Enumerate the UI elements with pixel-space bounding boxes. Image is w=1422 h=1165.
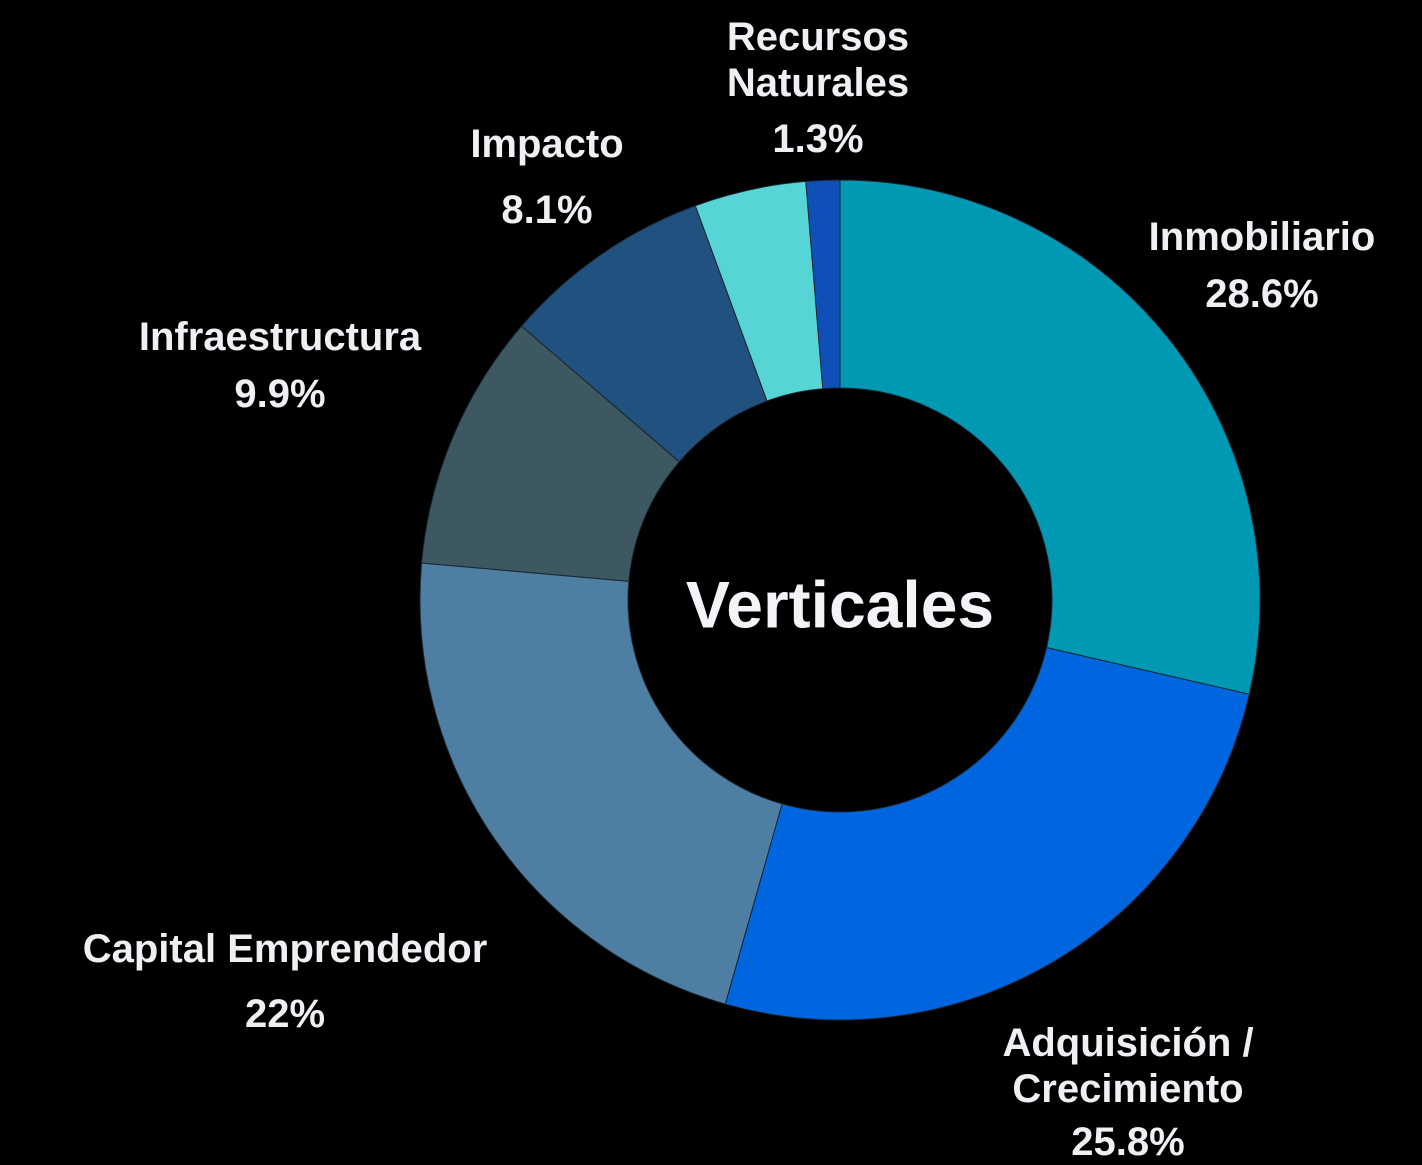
donut-slice: [421, 325, 680, 582]
chart-title: Verticales: [686, 567, 994, 641]
donut-slice: [520, 205, 768, 463]
slice-label: Impacto: [470, 122, 624, 166]
slice-value-label: 22%: [244, 992, 326, 1036]
donut-slice: [694, 180, 824, 402]
donut-slice: [724, 646, 1250, 1021]
slice-value-label: 9.9%: [234, 372, 326, 416]
slice-value-label: 8.1%: [501, 188, 593, 232]
slice-value-label: 1.3%: [772, 117, 864, 161]
slice-label: Infraestructura: [138, 315, 422, 359]
donut-slice: [839, 179, 1261, 695]
slice-label: Recursos Naturales: [726, 15, 910, 105]
slice-value-label: 28.6%: [1205, 272, 1319, 316]
slice-value-label: 25.8%: [1071, 1120, 1185, 1164]
slice-label: Inmobiliario: [1148, 215, 1376, 259]
slice-label: Capital Emprendedor: [82, 927, 488, 971]
donut-slice: [419, 562, 783, 1005]
slice-label: Adquisición / Crecimiento: [1002, 1021, 1254, 1111]
